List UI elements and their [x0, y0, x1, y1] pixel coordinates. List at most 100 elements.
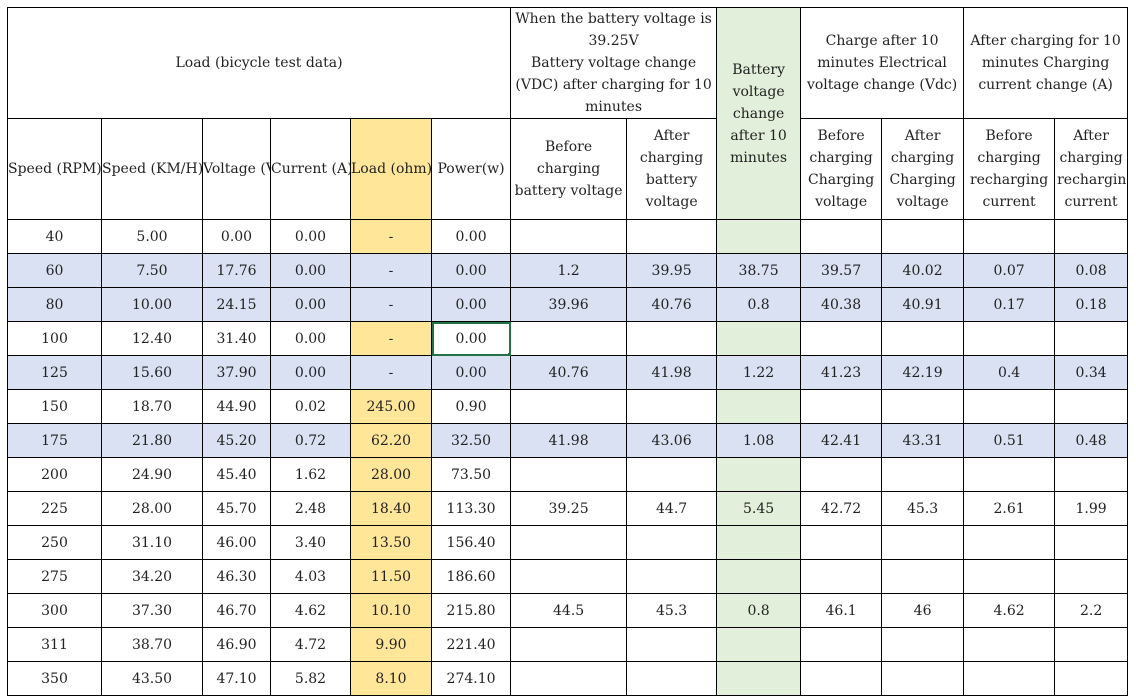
table-cell[interactable]: 0.00: [270, 219, 351, 254]
table-cell[interactable]: [1054, 627, 1129, 662]
table-cell[interactable]: 41.98: [510, 423, 628, 458]
table-cell[interactable]: 0.00: [430, 219, 512, 254]
table-cell[interactable]: [963, 457, 1056, 492]
table-cell[interactable]: -: [350, 355, 432, 390]
table-cell[interactable]: [1054, 559, 1129, 594]
table-cell[interactable]: -: [350, 219, 432, 254]
table-cell[interactable]: -: [350, 287, 432, 322]
header-current-group[interactable]: After charging for 10 minutes Charging c…: [963, 7, 1129, 119]
table-cell[interactable]: 0.07: [963, 253, 1056, 288]
table-cell[interactable]: 0.48: [1054, 423, 1129, 458]
table-cell[interactable]: 0.00: [270, 287, 351, 322]
table-cell[interactable]: -: [350, 321, 432, 356]
table-cell[interactable]: 0.00: [430, 253, 512, 288]
table-cell[interactable]: 45.40: [202, 457, 271, 492]
table-cell[interactable]: 225: [7, 491, 102, 526]
table-cell[interactable]: 200: [7, 457, 102, 492]
table-cell[interactable]: 113.30: [430, 491, 512, 526]
table-cell[interactable]: 40.91: [881, 287, 965, 322]
table-cell[interactable]: 0.00: [270, 253, 351, 288]
table-cell[interactable]: 0.02: [270, 389, 351, 424]
col-speed-rpm-header[interactable]: Speed (RPM): [7, 118, 102, 220]
col-load-header[interactable]: Load (ohm): [350, 118, 432, 220]
table-cell[interactable]: [716, 321, 802, 356]
table-cell[interactable]: 0.17: [963, 287, 1056, 322]
table-cell[interactable]: 2.61: [963, 491, 1056, 526]
table-cell[interactable]: 62.20: [350, 423, 432, 458]
table-cell[interactable]: 46.30: [202, 559, 271, 594]
table-cell[interactable]: [881, 219, 965, 254]
table-cell[interactable]: 0.34: [1054, 355, 1129, 390]
table-cell[interactable]: 43.50: [101, 661, 203, 696]
col-after-current-header[interactable]: After charging recharging current: [1054, 118, 1129, 220]
table-cell[interactable]: [800, 219, 883, 254]
table-cell[interactable]: [510, 525, 628, 560]
table-cell[interactable]: 215.80: [430, 593, 512, 628]
table-cell[interactable]: 274.10: [430, 661, 512, 696]
table-cell[interactable]: 44.7: [626, 491, 718, 526]
table-cell[interactable]: 38.70: [101, 627, 203, 662]
table-cell[interactable]: [626, 525, 718, 560]
header-battery-change[interactable]: Battery voltage change after 10 minutes: [716, 7, 802, 220]
table-cell[interactable]: 31.10: [101, 525, 203, 560]
table-cell[interactable]: [963, 559, 1056, 594]
table-cell[interactable]: 0.72: [270, 423, 351, 458]
table-cell[interactable]: 9.90: [350, 627, 432, 662]
table-cell[interactable]: 46.1: [800, 593, 883, 628]
table-cell[interactable]: [881, 627, 965, 662]
table-cell[interactable]: [1054, 661, 1129, 696]
table-cell[interactable]: [626, 389, 718, 424]
table-cell[interactable]: 0.08: [1054, 253, 1129, 288]
table-cell[interactable]: 2.48: [270, 491, 351, 526]
table-cell[interactable]: [963, 321, 1056, 356]
table-cell[interactable]: 10.00: [101, 287, 203, 322]
table-cell[interactable]: 39.25: [510, 491, 628, 526]
table-cell[interactable]: 40.02: [881, 253, 965, 288]
table-cell[interactable]: 0.00: [270, 321, 351, 356]
table-cell[interactable]: 15.60: [101, 355, 203, 390]
col-after-batt-header[interactable]: After charging battery voltage: [626, 118, 718, 220]
col-before-batt-header[interactable]: Before charging battery voltage: [510, 118, 628, 220]
table-cell[interactable]: [510, 321, 628, 356]
table-cell[interactable]: 4.62: [963, 593, 1056, 628]
table-cell[interactable]: 46.90: [202, 627, 271, 662]
table-cell[interactable]: [881, 525, 965, 560]
header-battery-group[interactable]: When the battery voltage is 39.25V Batte…: [510, 7, 718, 119]
table-cell[interactable]: 44.5: [510, 593, 628, 628]
table-cell[interactable]: 34.20: [101, 559, 203, 594]
table-cell[interactable]: 37.90: [202, 355, 271, 390]
table-cell[interactable]: 41.98: [626, 355, 718, 390]
table-cell[interactable]: 1.2: [510, 253, 628, 288]
table-cell[interactable]: [510, 627, 628, 662]
table-cell[interactable]: 175: [7, 423, 102, 458]
table-cell[interactable]: 28.00: [101, 491, 203, 526]
table-cell[interactable]: 60: [7, 253, 102, 288]
table-cell[interactable]: 45.70: [202, 491, 271, 526]
table-cell[interactable]: [800, 525, 883, 560]
table-cell[interactable]: 275: [7, 559, 102, 594]
table-cell[interactable]: [716, 559, 802, 594]
table-cell[interactable]: 311: [7, 627, 102, 662]
table-cell[interactable]: 350: [7, 661, 102, 696]
table-cell[interactable]: 39.57: [800, 253, 883, 288]
table-cell[interactable]: [1054, 389, 1129, 424]
table-cell[interactable]: [881, 661, 965, 696]
table-cell[interactable]: [716, 627, 802, 662]
table-cell[interactable]: [510, 559, 628, 594]
header-load-group[interactable]: Load (bicycle test data): [6, 7, 512, 119]
table-cell[interactable]: 125: [7, 355, 102, 390]
table-cell[interactable]: [800, 559, 883, 594]
table-cell[interactable]: [626, 321, 718, 356]
table-cell[interactable]: [1054, 321, 1129, 356]
table-cell[interactable]: 46.70: [202, 593, 271, 628]
table-cell[interactable]: 37.30: [101, 593, 203, 628]
table-cell[interactable]: 5.82: [270, 661, 351, 696]
fill-handle[interactable]: [508, 353, 510, 355]
table-cell[interactable]: [800, 457, 883, 492]
table-cell[interactable]: 42.41: [800, 423, 883, 458]
table-cell[interactable]: 0.4: [963, 355, 1056, 390]
header-charge-group[interactable]: Charge after 10 minutes Electrical volta…: [800, 7, 965, 119]
table-cell[interactable]: 7.50: [101, 253, 203, 288]
table-cell[interactable]: 28.00: [350, 457, 432, 492]
table-cell[interactable]: 32.50: [430, 423, 512, 458]
